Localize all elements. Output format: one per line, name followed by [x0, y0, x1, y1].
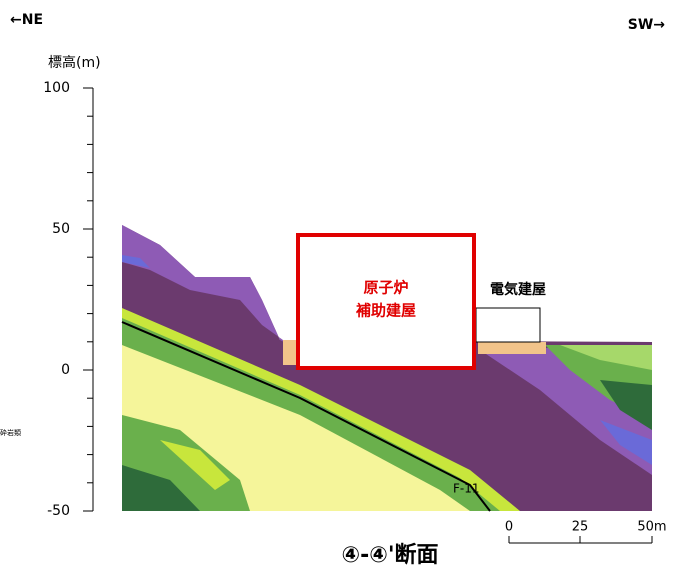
scale-label: 25	[572, 520, 589, 535]
section-title: ④-④'断面	[341, 542, 438, 568]
fill-soil	[478, 342, 546, 354]
scale-label: 0	[505, 520, 513, 535]
building-label: 原子炉	[363, 279, 408, 297]
reactor-building	[296, 233, 476, 370]
electric-building	[475, 307, 541, 343]
layer-purple-top	[122, 225, 290, 345]
y-tick-label: 0	[61, 362, 70, 378]
fault-line	[121, 321, 491, 512]
layer-lime-low	[160, 440, 230, 490]
scale-label: 50m	[637, 520, 666, 535]
building-label: 電気建屋	[490, 281, 546, 298]
y-tick-label: 50	[52, 221, 70, 237]
layer-blue	[122, 255, 150, 268]
y-tick-label: -50	[47, 503, 70, 519]
legend-fragment: 砕岩類	[0, 428, 21, 437]
y-tick-label: 100	[43, 80, 70, 96]
fault-label: F-11	[453, 482, 480, 496]
layer-right-lightgreen	[560, 345, 652, 370]
building-label: 補助建屋	[355, 302, 416, 320]
axis-label: 標高(m)	[48, 54, 101, 71]
layer-darkgreen	[122, 465, 200, 511]
scale-bar: 0 25 50m	[505, 520, 667, 544]
layer-right-blue	[600, 420, 652, 465]
direction-label: SW→	[628, 17, 666, 33]
geology	[121, 225, 652, 512]
direction-label: ←NE	[10, 12, 43, 28]
fill-soil	[283, 340, 300, 365]
layer-right-darkgreen	[600, 380, 652, 430]
